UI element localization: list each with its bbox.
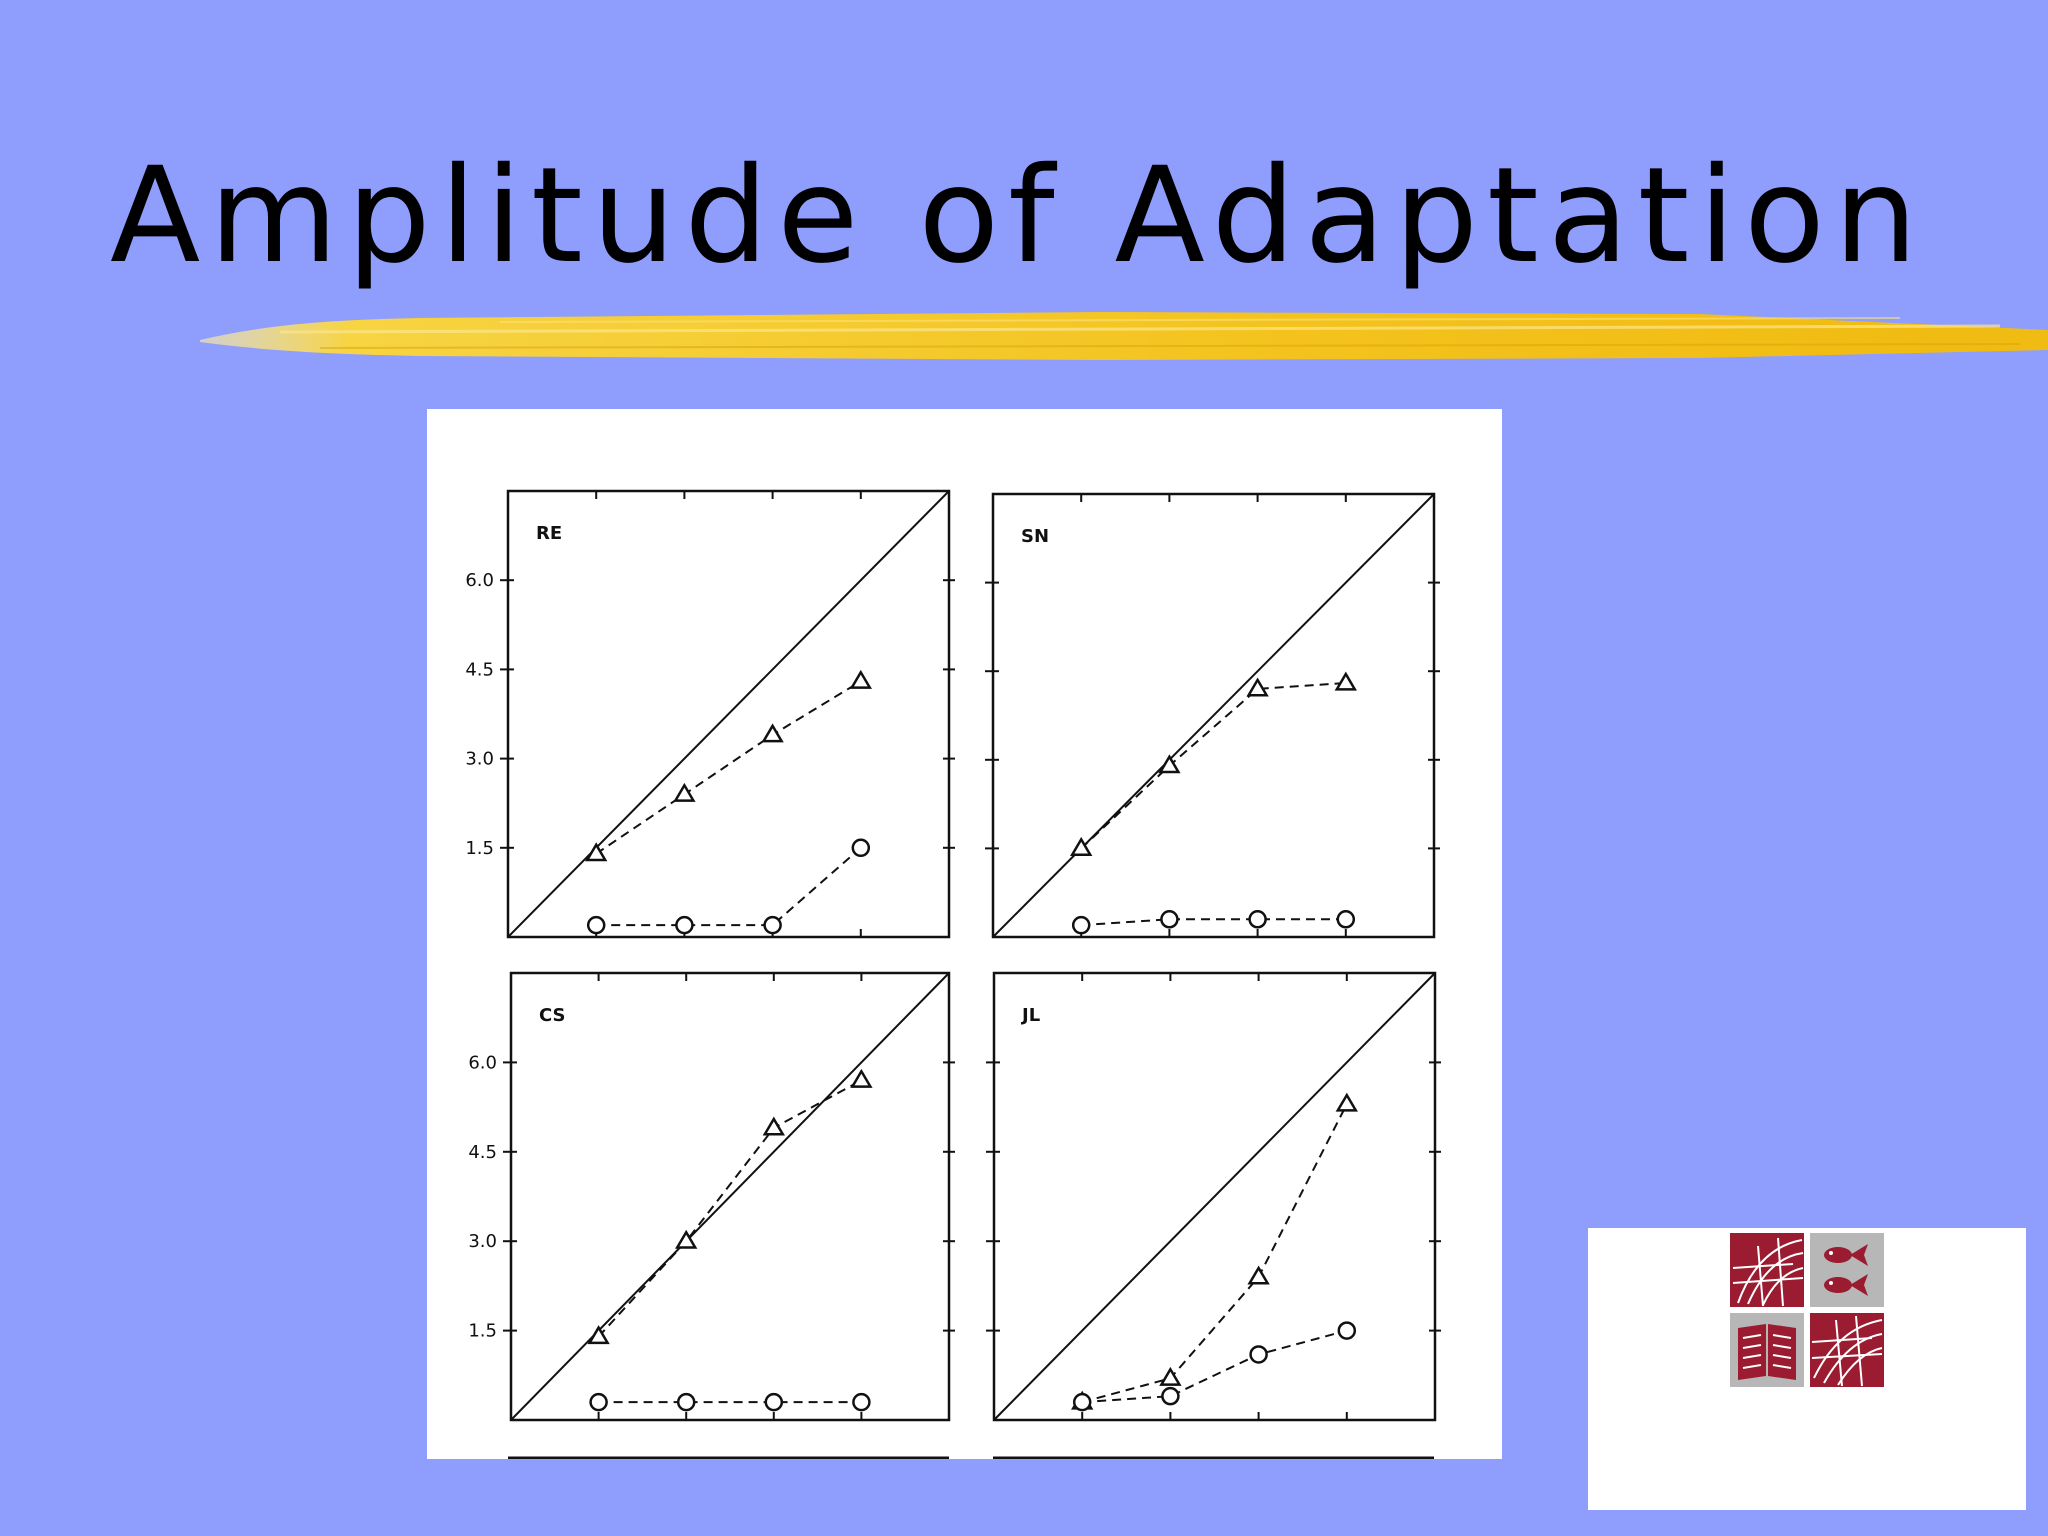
circle-point bbox=[1336, 910, 1356, 929]
slide-title: Amplitude of Adaptation bbox=[110, 139, 1927, 293]
circle-series-line bbox=[596, 847, 862, 927]
circle-point bbox=[1161, 1386, 1180, 1406]
y-tick-label: 4.5 bbox=[468, 1142, 497, 1163]
logo-image bbox=[1730, 1233, 1884, 1387]
triangle-point bbox=[1158, 754, 1181, 774]
book-icon bbox=[1730, 1313, 1804, 1387]
circle-point bbox=[763, 915, 782, 935]
y-tick-label: 6.0 bbox=[468, 1052, 497, 1073]
chart-panel-jl: JL bbox=[986, 971, 1441, 1422]
y-tick-label: 6.0 bbox=[465, 570, 494, 591]
circle-point bbox=[1249, 1345, 1268, 1364]
triangle-point bbox=[1070, 836, 1093, 856]
circle-series-line bbox=[1082, 1329, 1348, 1404]
fish-icon bbox=[1810, 1233, 1884, 1307]
figure-panel: RE 6.0 4.5 3.0 1.5 SN CS 6.0 4.5 3.0 1.5 JL bbox=[427, 409, 1502, 1459]
plot-frame bbox=[509, 971, 951, 1422]
identity-diagonal bbox=[510, 972, 950, 1421]
identity-diagonal bbox=[993, 972, 1436, 1421]
triangle-series-line bbox=[1081, 1103, 1348, 1404]
y-tick-label: 1.5 bbox=[465, 838, 494, 859]
triangle-point bbox=[587, 1325, 610, 1345]
circle-point bbox=[851, 838, 871, 858]
y-tick-label: 4.5 bbox=[465, 659, 494, 680]
panel-label: CS bbox=[539, 1005, 566, 1026]
chart-panel-sn: SN bbox=[985, 492, 1440, 939]
triangle-point bbox=[1246, 677, 1269, 697]
triangle-point bbox=[673, 782, 696, 802]
triangle-point bbox=[849, 669, 872, 689]
chart-panel-cs: CS 6.0 4.5 3.0 1.5 bbox=[468, 971, 955, 1422]
plot-frame bbox=[992, 971, 1437, 1422]
triangle-point bbox=[1159, 1366, 1182, 1386]
circle-series-line bbox=[1081, 918, 1346, 927]
circle-point bbox=[852, 1392, 871, 1412]
circle-point bbox=[1071, 915, 1091, 935]
panel-label: SN bbox=[1021, 526, 1049, 547]
circle-point bbox=[1072, 1392, 1092, 1412]
triangle-series-line bbox=[1080, 682, 1346, 850]
circle-point bbox=[675, 915, 694, 935]
triangle-point bbox=[585, 842, 608, 862]
triangle-point bbox=[850, 1068, 873, 1088]
y-tick-label: 3.0 bbox=[468, 1231, 497, 1252]
logo-box bbox=[1588, 1228, 2026, 1510]
triangle-point bbox=[1334, 671, 1357, 691]
y-tick-label: 3.0 bbox=[465, 749, 494, 770]
globe-icon bbox=[1730, 1233, 1804, 1307]
panel-label: JL bbox=[1020, 1005, 1040, 1026]
triangle-point bbox=[1335, 1092, 1358, 1112]
globe-icon bbox=[1810, 1313, 1884, 1387]
triangle-series-line bbox=[597, 1079, 862, 1338]
circle-point bbox=[676, 1392, 696, 1412]
adaptation-chart-grid: RE 6.0 4.5 3.0 1.5 SN CS 6.0 4.5 3.0 1.5 JL bbox=[465, 489, 1441, 1459]
identity-diagonal bbox=[992, 493, 1435, 938]
circle-point bbox=[586, 915, 606, 935]
chart-panel-re: RE 6.0 4.5 3.0 1.5 bbox=[465, 489, 955, 939]
panel-label: RE bbox=[536, 523, 562, 544]
triangle-point bbox=[675, 1229, 698, 1249]
circle-point bbox=[1248, 910, 1267, 929]
triangle-point bbox=[761, 723, 784, 743]
triangle-series-line bbox=[595, 680, 862, 855]
plot-frame bbox=[991, 492, 1436, 939]
triangle-point bbox=[762, 1116, 785, 1136]
plot-frame bbox=[506, 489, 951, 939]
y-tick-label: 1.5 bbox=[468, 1321, 497, 1342]
triangle-point bbox=[1247, 1265, 1270, 1285]
title-underline-brushstroke bbox=[200, 312, 2048, 360]
circle-point bbox=[1160, 910, 1179, 929]
identity-diagonal bbox=[507, 490, 950, 938]
circle-point bbox=[589, 1392, 608, 1412]
circle-point bbox=[1337, 1321, 1357, 1340]
circle-point bbox=[764, 1392, 784, 1412]
